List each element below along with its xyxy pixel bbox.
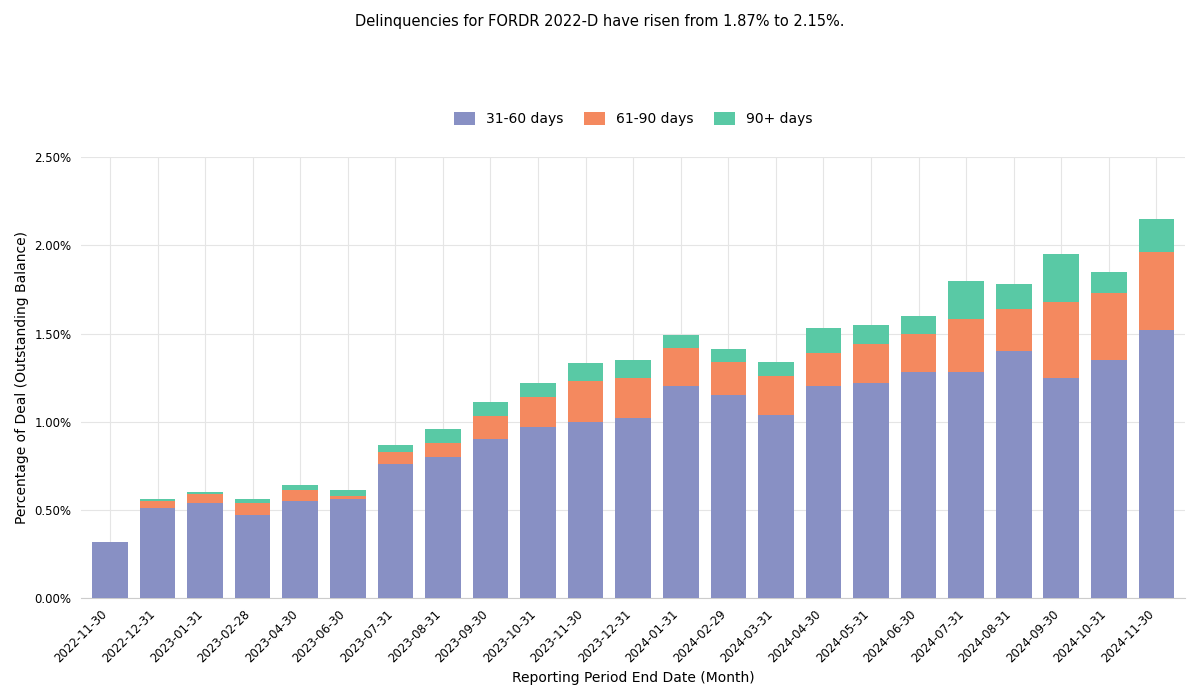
Bar (187, 492, 223, 494)
Bar (235, 515, 270, 598)
Bar (616, 418, 652, 598)
Bar (1044, 302, 1079, 377)
Bar (948, 281, 984, 319)
Bar (805, 386, 841, 598)
Bar (853, 325, 889, 344)
Bar (805, 328, 841, 353)
Bar (473, 402, 509, 416)
Bar (568, 381, 604, 421)
Bar (425, 457, 461, 598)
Bar (805, 353, 841, 386)
Bar (996, 284, 1032, 309)
Bar (521, 397, 556, 427)
Bar (330, 499, 366, 598)
Y-axis label: Percentage of Deal (Outstanding Balance): Percentage of Deal (Outstanding Balance) (14, 231, 29, 524)
Bar (1091, 360, 1127, 598)
Bar (92, 542, 127, 598)
Bar (1044, 377, 1079, 598)
Bar (996, 351, 1032, 598)
Bar (521, 383, 556, 397)
Bar (425, 443, 461, 457)
Bar (901, 316, 936, 333)
Bar (187, 494, 223, 503)
Bar (139, 501, 175, 508)
Bar (187, 503, 223, 598)
Bar (139, 508, 175, 598)
Bar (758, 414, 793, 598)
Bar (568, 421, 604, 598)
Bar (473, 416, 509, 440)
Bar (425, 429, 461, 443)
Bar (1139, 219, 1175, 253)
Bar (1139, 253, 1175, 330)
Bar (948, 319, 984, 372)
Bar (662, 386, 698, 598)
Bar (139, 499, 175, 501)
Bar (235, 499, 270, 503)
Bar (853, 344, 889, 383)
Bar (282, 485, 318, 491)
Bar (758, 376, 793, 414)
Bar (282, 501, 318, 598)
Bar (616, 377, 652, 418)
Bar (710, 395, 746, 598)
Bar (330, 491, 366, 496)
Bar (948, 372, 984, 598)
Bar (473, 440, 509, 598)
Bar (616, 360, 652, 377)
X-axis label: Reporting Period End Date (Month): Reporting Period End Date (Month) (512, 671, 755, 685)
Bar (521, 427, 556, 598)
Bar (330, 496, 366, 499)
Bar (378, 444, 413, 452)
Bar (901, 333, 936, 372)
Bar (662, 335, 698, 348)
Bar (282, 491, 318, 501)
Bar (568, 363, 604, 381)
Bar (378, 452, 413, 464)
Bar (901, 372, 936, 598)
Bar (1139, 330, 1175, 598)
Bar (662, 348, 698, 386)
Bar (1091, 272, 1127, 293)
Bar (710, 362, 746, 396)
Legend: 31-60 days, 61-90 days, 90+ days: 31-60 days, 61-90 days, 90+ days (449, 106, 818, 132)
Bar (1091, 293, 1127, 360)
Bar (378, 464, 413, 598)
Bar (710, 349, 746, 362)
Text: Delinquencies for FORDR 2022-D have risen from 1.87% to 2.15%.: Delinquencies for FORDR 2022-D have rise… (355, 14, 845, 29)
Bar (853, 383, 889, 598)
Bar (758, 362, 793, 376)
Bar (996, 309, 1032, 351)
Bar (235, 503, 270, 515)
Bar (1044, 254, 1079, 302)
